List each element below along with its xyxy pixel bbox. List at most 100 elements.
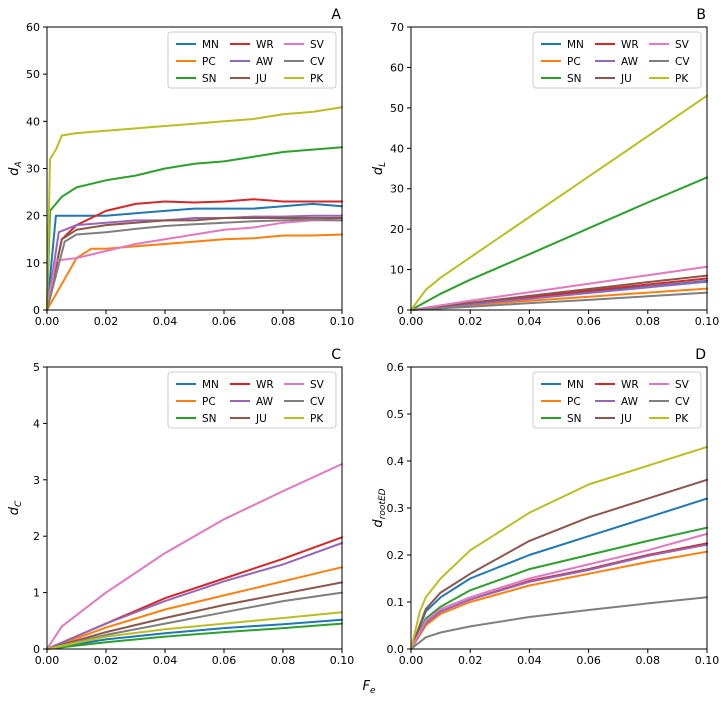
legend-label-aw: AW — [256, 396, 274, 408]
legend-label-wr: WR — [621, 39, 639, 51]
x-tick-label: 0.04 — [153, 315, 178, 328]
axes-frame — [46, 366, 343, 650]
x-tick-label: 0.04 — [153, 654, 178, 667]
legend-label-cv: CV — [675, 56, 690, 68]
series-line-sv — [410, 532, 708, 650]
legend-box — [167, 31, 337, 89]
y-tick-label: 30 — [390, 183, 404, 196]
x-tick-label: 0.04 — [517, 654, 542, 667]
x-tick-label: 0.10 — [695, 315, 720, 328]
x-tick-label: 0.08 — [636, 654, 661, 667]
series-line-pc — [410, 550, 708, 650]
y-tick-label: 0.4 — [387, 455, 405, 468]
y-tick-label: 50 — [390, 102, 404, 115]
legend-label-sv: SV — [675, 379, 690, 391]
x-tick-label: 0.04 — [517, 315, 542, 328]
y-tick-label: 0 — [33, 643, 40, 656]
series-line-sn — [410, 176, 708, 311]
series-lines — [46, 106, 343, 311]
series-line-ju — [46, 581, 343, 650]
legend: MN WR SV PC AW CV SN JU PK — [532, 371, 702, 429]
x-tick-label: 0.00 — [35, 654, 60, 667]
series-line-pc — [46, 233, 343, 311]
series-line-sn — [46, 622, 343, 650]
legend-label-mn: MN — [202, 379, 219, 391]
x-tick-label: 0.06 — [576, 315, 601, 328]
x-tick-label: 0.00 — [399, 315, 424, 328]
legend-label-sv: SV — [675, 39, 690, 51]
legend-box — [532, 371, 702, 429]
y-tick-label: 20 — [390, 223, 404, 236]
y-tick-label: 0.1 — [387, 596, 405, 609]
legend-label-ju: JU — [620, 73, 632, 85]
x-tick-label: 0.00 — [399, 654, 424, 667]
series-line-mn — [410, 497, 708, 650]
x-tick-label: 0.08 — [271, 654, 296, 667]
panel-d: 0.00 0.02 0.04 0.06 0.08 0.10 0.0 0.1 0.2 0.3 0.4 0… — [371, 347, 719, 667]
series-line-pk — [46, 106, 343, 311]
x-tick-label: 0.10 — [330, 315, 355, 328]
series-line-sv — [46, 463, 343, 650]
series-line-mn — [46, 202, 343, 311]
legend-label-aw: AW — [621, 396, 639, 408]
legend-label-aw: AW — [621, 56, 639, 68]
y-tick-label: 2 — [33, 530, 40, 543]
legend-label-mn: MN — [202, 39, 219, 51]
series-lines — [46, 463, 343, 650]
x-tick-label: 0.00 — [35, 315, 60, 328]
series-line-sn — [46, 146, 343, 311]
legend-label-ju: JU — [255, 73, 267, 85]
panel-a: 0.00 0.02 0.04 0.06 0.08 0.10 0 10 20 30 40 50 60 AdA… — [7, 7, 354, 328]
legend-label-pc: PC — [202, 56, 216, 68]
legend-label-pc: PC — [567, 396, 581, 408]
series-line-cv — [410, 291, 708, 311]
series-line-sv — [410, 265, 708, 311]
legend-label-cv: CV — [310, 396, 325, 408]
legend-label-pk: PK — [310, 413, 324, 425]
y-tick-label: 1 — [33, 587, 40, 600]
y-tick-label: 0 — [397, 304, 404, 317]
y-tick-label: 60 — [26, 21, 40, 34]
legend-label-pk: PK — [675, 413, 689, 425]
series-line-sn — [410, 526, 708, 650]
y-tick-label: 0 — [33, 304, 40, 317]
legend-label-sn: SN — [202, 413, 217, 425]
x-tick-label: 0.08 — [636, 315, 661, 328]
x-tick-label: 0.06 — [212, 315, 237, 328]
legend-label-sv: SV — [310, 379, 325, 391]
axes-frame — [410, 26, 708, 311]
legend-box — [167, 371, 337, 429]
y-axis-label: dL — [371, 162, 388, 175]
y-tick-label: 0.2 — [387, 549, 405, 562]
series-line-cv — [46, 218, 343, 311]
series-line-sv — [46, 219, 343, 311]
y-tick-label: 5 — [33, 361, 40, 374]
panel-b: 0.00 0.02 0.04 0.06 0.08 0.10 0 10 20 30 40 50 60 70 B… — [371, 7, 719, 328]
y-tick-label: 0.0 — [387, 643, 405, 656]
y-tick-label: 4 — [33, 417, 40, 430]
legend-label-pk: PK — [675, 73, 689, 85]
panel-letter: A — [331, 7, 341, 23]
x-tick-label: 0.02 — [458, 654, 483, 667]
panel-letter: D — [695, 347, 706, 363]
y-tick-label: 40 — [26, 115, 40, 128]
y-axis-label: drootED — [371, 488, 388, 527]
y-axis-label: dA — [7, 161, 24, 175]
series-line-cv — [46, 591, 343, 650]
legend-label-mn: MN — [567, 39, 584, 51]
series-lines — [410, 445, 708, 650]
y-tick-label: 50 — [26, 68, 40, 81]
y-tick-label: 20 — [26, 210, 40, 223]
legend-label-wr: WR — [621, 379, 639, 391]
x-tick-label: 0.02 — [458, 315, 483, 328]
legend-label-pc: PC — [567, 56, 581, 68]
y-axis-label: dC — [7, 500, 24, 515]
legend-label-cv: CV — [675, 396, 690, 408]
legend: MN WR SV PC AW CV SN JU PK — [532, 31, 702, 89]
y-tick-label: 30 — [26, 163, 40, 176]
legend-box — [532, 31, 702, 89]
legend-label-wr: WR — [256, 379, 274, 391]
series-line-aw — [46, 214, 343, 311]
series-line-aw — [410, 543, 708, 650]
series-line-ju — [46, 217, 343, 311]
